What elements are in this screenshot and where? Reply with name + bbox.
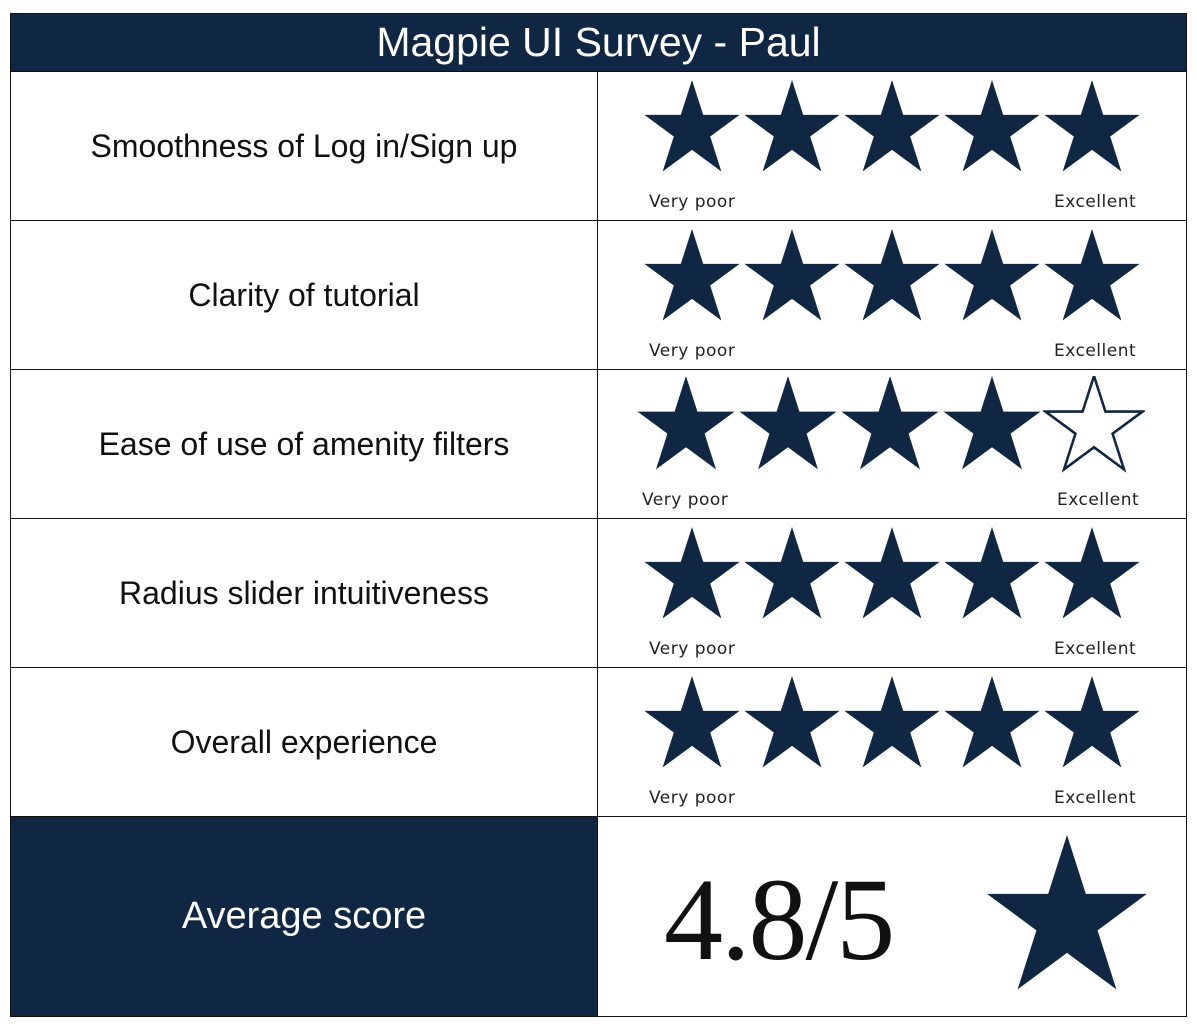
star-filled-icon xyxy=(839,376,941,474)
scale-high-label: Excellent xyxy=(1054,788,1137,808)
star-filled-icon xyxy=(942,527,1042,623)
star-filled-icon xyxy=(1042,527,1142,623)
rating-cell: Very poor Excellent xyxy=(598,370,1186,518)
question-label: Radius slider intuitiveness xyxy=(11,519,598,667)
star-filled-icon xyxy=(983,835,1151,997)
question-label: Overall experience xyxy=(11,668,598,816)
star-rating xyxy=(642,229,1142,325)
scale-low-label: Very poor xyxy=(649,639,736,659)
star-filled-icon xyxy=(942,80,1042,176)
star-filled-icon xyxy=(642,80,742,176)
star-filled-icon xyxy=(742,676,842,772)
star-filled-icon xyxy=(1042,229,1142,325)
star-empty-icon xyxy=(1043,376,1145,474)
star-filled-icon xyxy=(842,527,942,623)
average-row: Average score 4.8/5 xyxy=(11,816,1186,1016)
star-rating xyxy=(642,80,1142,176)
star-filled-icon xyxy=(942,229,1042,325)
star-filled-icon xyxy=(742,80,842,176)
star-filled-icon xyxy=(1042,676,1142,772)
rating-cell: Very poor Excellent xyxy=(598,519,1186,667)
star-filled-icon xyxy=(642,527,742,623)
star-filled-icon xyxy=(842,80,942,176)
star-filled-icon xyxy=(941,376,1043,474)
star-filled-icon xyxy=(942,676,1042,772)
rating-cell: Very poor Excellent xyxy=(598,668,1186,816)
star-rating xyxy=(635,376,1145,474)
star-rating xyxy=(642,676,1142,772)
survey-card: Magpie UI Survey - Paul Smoothness of Lo… xyxy=(10,13,1187,1017)
star-filled-icon xyxy=(842,229,942,325)
rating-cell: Very poor Excellent xyxy=(598,72,1186,220)
question-row: Clarity of tutorial Very poor Excellent xyxy=(11,220,1186,369)
star-filled-icon xyxy=(635,376,737,474)
question-row: Overall experience Very poor Excellent xyxy=(11,667,1186,816)
scale-low-label: Very poor xyxy=(642,490,729,510)
star-filled-icon xyxy=(737,376,839,474)
rating-cell: Very poor Excellent xyxy=(598,221,1186,369)
scale-high-label: Excellent xyxy=(1054,192,1137,212)
question-row: Ease of use of amenity filters Very poor… xyxy=(11,369,1186,518)
question-label: Smoothness of Log in/Sign up xyxy=(11,72,598,220)
question-label: Ease of use of amenity filters xyxy=(11,370,598,518)
scale-low-label: Very poor xyxy=(649,341,736,361)
star-filled-icon xyxy=(842,676,942,772)
question-row: Smoothness of Log in/Sign up Very poor E… xyxy=(11,71,1186,220)
question-label: Clarity of tutorial xyxy=(11,221,598,369)
scale-high-label: Excellent xyxy=(1054,341,1137,361)
star-rating xyxy=(642,527,1142,623)
scale-low-label: Very poor xyxy=(649,788,736,808)
average-label: Average score xyxy=(11,817,598,1016)
average-score: 4.8/5 xyxy=(664,854,895,985)
star-filled-icon xyxy=(742,527,842,623)
scale-low-label: Very poor xyxy=(649,192,736,212)
scale-high-label: Excellent xyxy=(1054,639,1137,659)
survey-title: Magpie UI Survey - Paul xyxy=(11,14,1186,71)
star-filled-icon xyxy=(642,229,742,325)
star-filled-icon xyxy=(642,676,742,772)
question-row: Radius slider intuitiveness Very poor Ex… xyxy=(11,518,1186,667)
scale-high-label: Excellent xyxy=(1057,490,1140,510)
star-filled-icon xyxy=(1042,80,1142,176)
star-filled-icon xyxy=(742,229,842,325)
